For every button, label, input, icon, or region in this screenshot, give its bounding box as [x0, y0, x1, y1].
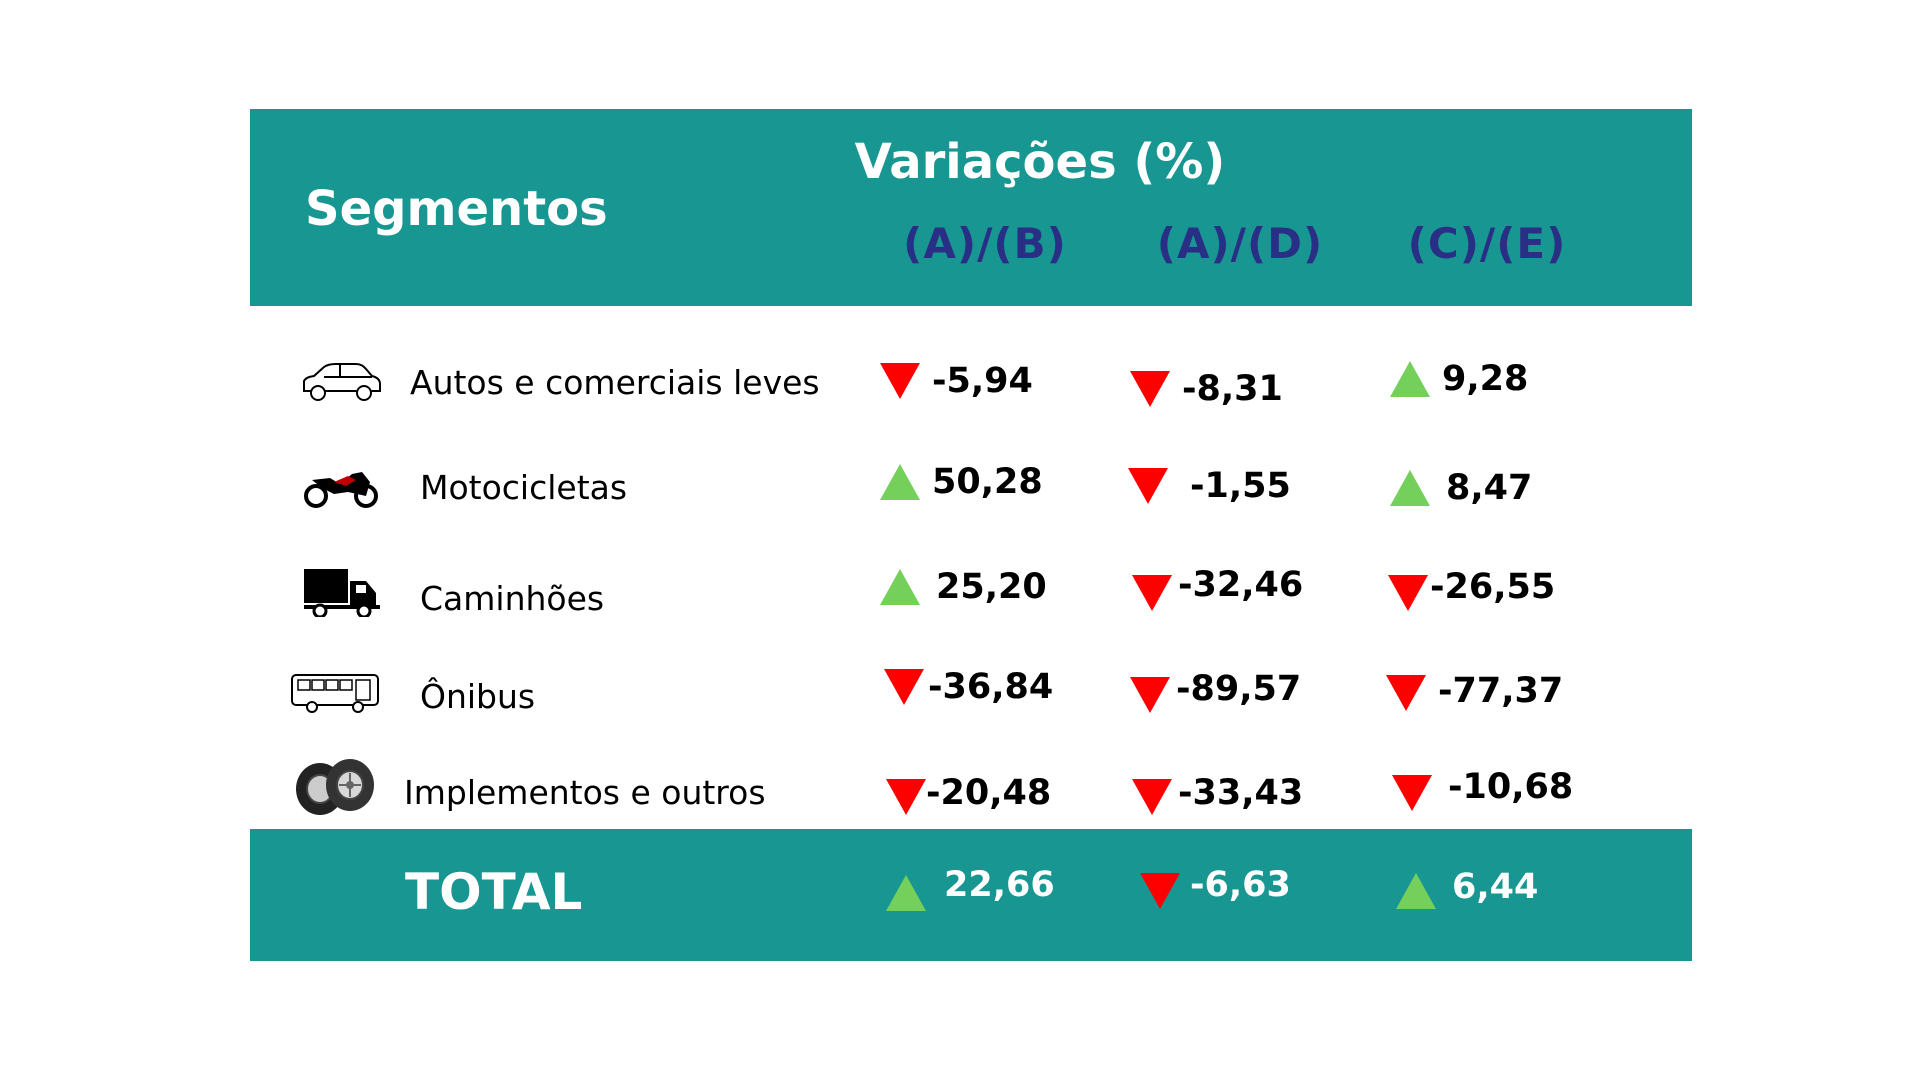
down-arrow-icon: [1386, 675, 1426, 711]
up-arrow-icon: [880, 569, 920, 605]
value-c-e: 8,47: [1446, 468, 1533, 508]
row-label: Motocicletas: [420, 468, 628, 507]
down-arrow-icon: [1132, 575, 1172, 611]
row-label: Caminhões: [420, 579, 605, 618]
value-a-d: -33,43: [1178, 773, 1304, 813]
table-header: Segmentos Variações (%) (A)/(B) (A)/(D) …: [250, 109, 1692, 306]
up-arrow-icon: [886, 875, 926, 911]
down-arrow-icon: [1140, 873, 1180, 909]
total-value-a-d: -6,63: [1190, 865, 1291, 905]
row-label: Autos e comerciais leves: [410, 363, 820, 402]
row-label: Implementos e outros: [404, 773, 766, 812]
row-label: Ônibus: [420, 677, 536, 716]
down-arrow-icon: [1130, 677, 1170, 713]
table-row: Autos e comerciais leves -5,94 -8,31 9,2…: [250, 339, 1692, 429]
truck-icon: [304, 569, 380, 617]
tires-icon: [296, 759, 374, 815]
segments-title: Segmentos: [305, 181, 608, 237]
value-a-d: -32,46: [1178, 565, 1304, 605]
value-a-b: 25,20: [936, 567, 1047, 607]
down-arrow-icon: [1130, 371, 1170, 407]
total-row: TOTAL 22,66 -6,63 6,44: [250, 829, 1692, 961]
value-a-b: 50,28: [932, 462, 1043, 502]
down-arrow-icon: [1128, 468, 1168, 504]
column-header-a-b: (A)/(B): [903, 219, 1067, 268]
down-arrow-icon: [1388, 575, 1428, 611]
down-arrow-icon: [880, 363, 920, 399]
motorcycle-icon: [304, 472, 378, 508]
value-a-b: -36,84: [928, 667, 1054, 707]
down-arrow-icon: [886, 779, 926, 815]
table-row: Implementos e outros -20,48 -33,43 -10,6…: [250, 745, 1692, 835]
up-arrow-icon: [880, 464, 920, 500]
value-a-d: -8,31: [1182, 369, 1283, 409]
value-a-d: -1,55: [1190, 466, 1291, 506]
value-a-b: -20,48: [926, 773, 1052, 813]
table-row: Motocicletas 50,28 -1,55 8,47: [250, 444, 1692, 534]
down-arrow-icon: [1132, 779, 1172, 815]
car-icon: [303, 363, 381, 401]
bus-icon: [291, 674, 379, 713]
variations-title: Variações (%): [854, 134, 1226, 190]
up-arrow-icon: [1396, 873, 1436, 909]
table-row: Ônibus -36,84 -89,57 -77,37: [250, 651, 1692, 741]
value-a-b: -5,94: [932, 361, 1033, 401]
value-c-e: 9,28: [1442, 359, 1529, 399]
value-a-d: -89,57: [1176, 669, 1302, 709]
up-arrow-icon: [1390, 361, 1430, 397]
column-header-a-d: (A)/(D): [1156, 219, 1324, 268]
total-value-c-e: 6,44: [1452, 867, 1539, 907]
variations-table: Segmentos Variações (%) (A)/(B) (A)/(D) …: [250, 109, 1692, 961]
up-arrow-icon: [1390, 470, 1430, 506]
down-arrow-icon: [1392, 775, 1432, 811]
value-c-e: -10,68: [1448, 767, 1574, 807]
column-header-c-e: (C)/(E): [1407, 219, 1567, 268]
value-c-e: -77,37: [1438, 671, 1564, 711]
value-c-e: -26,55: [1430, 567, 1556, 607]
table-row: Caminhões 25,20 -32,46 -26,55: [250, 549, 1692, 639]
total-value-a-b: 22,66: [944, 865, 1055, 905]
total-label: TOTAL: [405, 863, 583, 921]
down-arrow-icon: [884, 669, 924, 705]
